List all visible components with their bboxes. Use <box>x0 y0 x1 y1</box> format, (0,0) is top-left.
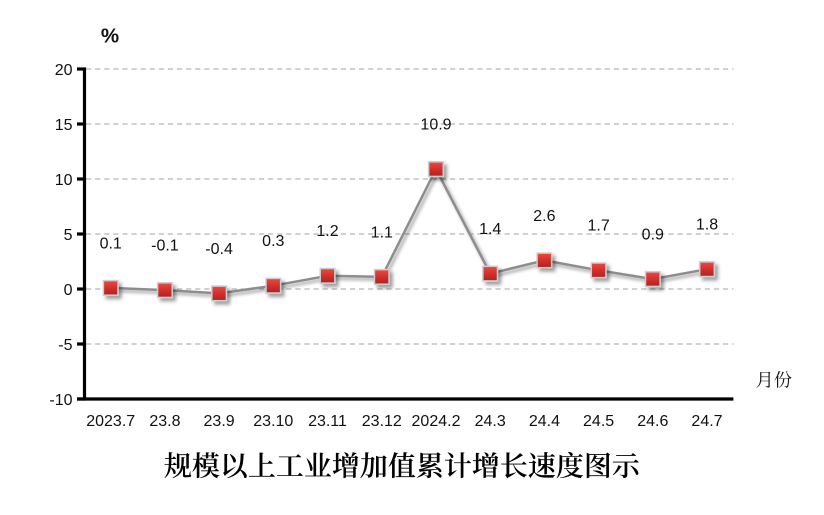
svg-text:%: % <box>101 25 119 48</box>
svg-text:24.3: 24.3 <box>475 413 506 430</box>
svg-text:23.9: 23.9 <box>204 413 235 430</box>
svg-text:2023.7: 2023.7 <box>86 413 135 430</box>
svg-text:1.7: 1.7 <box>587 218 609 235</box>
svg-text:1.1: 1.1 <box>371 224 393 241</box>
svg-text:2.6: 2.6 <box>533 208 555 225</box>
svg-text:0: 0 <box>64 282 73 299</box>
svg-text:-0.1: -0.1 <box>151 238 179 255</box>
svg-text:-0.4: -0.4 <box>205 241 233 258</box>
svg-text:1.2: 1.2 <box>316 223 338 240</box>
svg-text:1.4: 1.4 <box>479 221 501 238</box>
svg-text:24.6: 24.6 <box>637 413 668 430</box>
svg-text:10.9: 10.9 <box>420 117 451 134</box>
svg-text:23.12: 23.12 <box>362 413 402 430</box>
svg-text:-5: -5 <box>58 337 72 354</box>
svg-text:1.8: 1.8 <box>696 217 718 234</box>
svg-text:5: 5 <box>64 227 73 244</box>
svg-text:0.9: 0.9 <box>642 227 664 244</box>
svg-text:0.3: 0.3 <box>262 233 284 250</box>
svg-text:15: 15 <box>55 117 73 134</box>
svg-text:23.11: 23.11 <box>308 413 347 430</box>
svg-text:24.5: 24.5 <box>583 413 614 430</box>
svg-text:0.1: 0.1 <box>100 235 122 252</box>
svg-text:10: 10 <box>55 172 73 189</box>
svg-text:24.7: 24.7 <box>691 413 722 430</box>
svg-text:20: 20 <box>55 62 73 79</box>
svg-text:2024.2: 2024.2 <box>412 413 461 430</box>
svg-text:23.10: 23.10 <box>253 413 293 430</box>
svg-text:24.4: 24.4 <box>529 413 560 430</box>
svg-text:23.8: 23.8 <box>149 413 180 430</box>
svg-text:-10: -10 <box>49 392 72 409</box>
